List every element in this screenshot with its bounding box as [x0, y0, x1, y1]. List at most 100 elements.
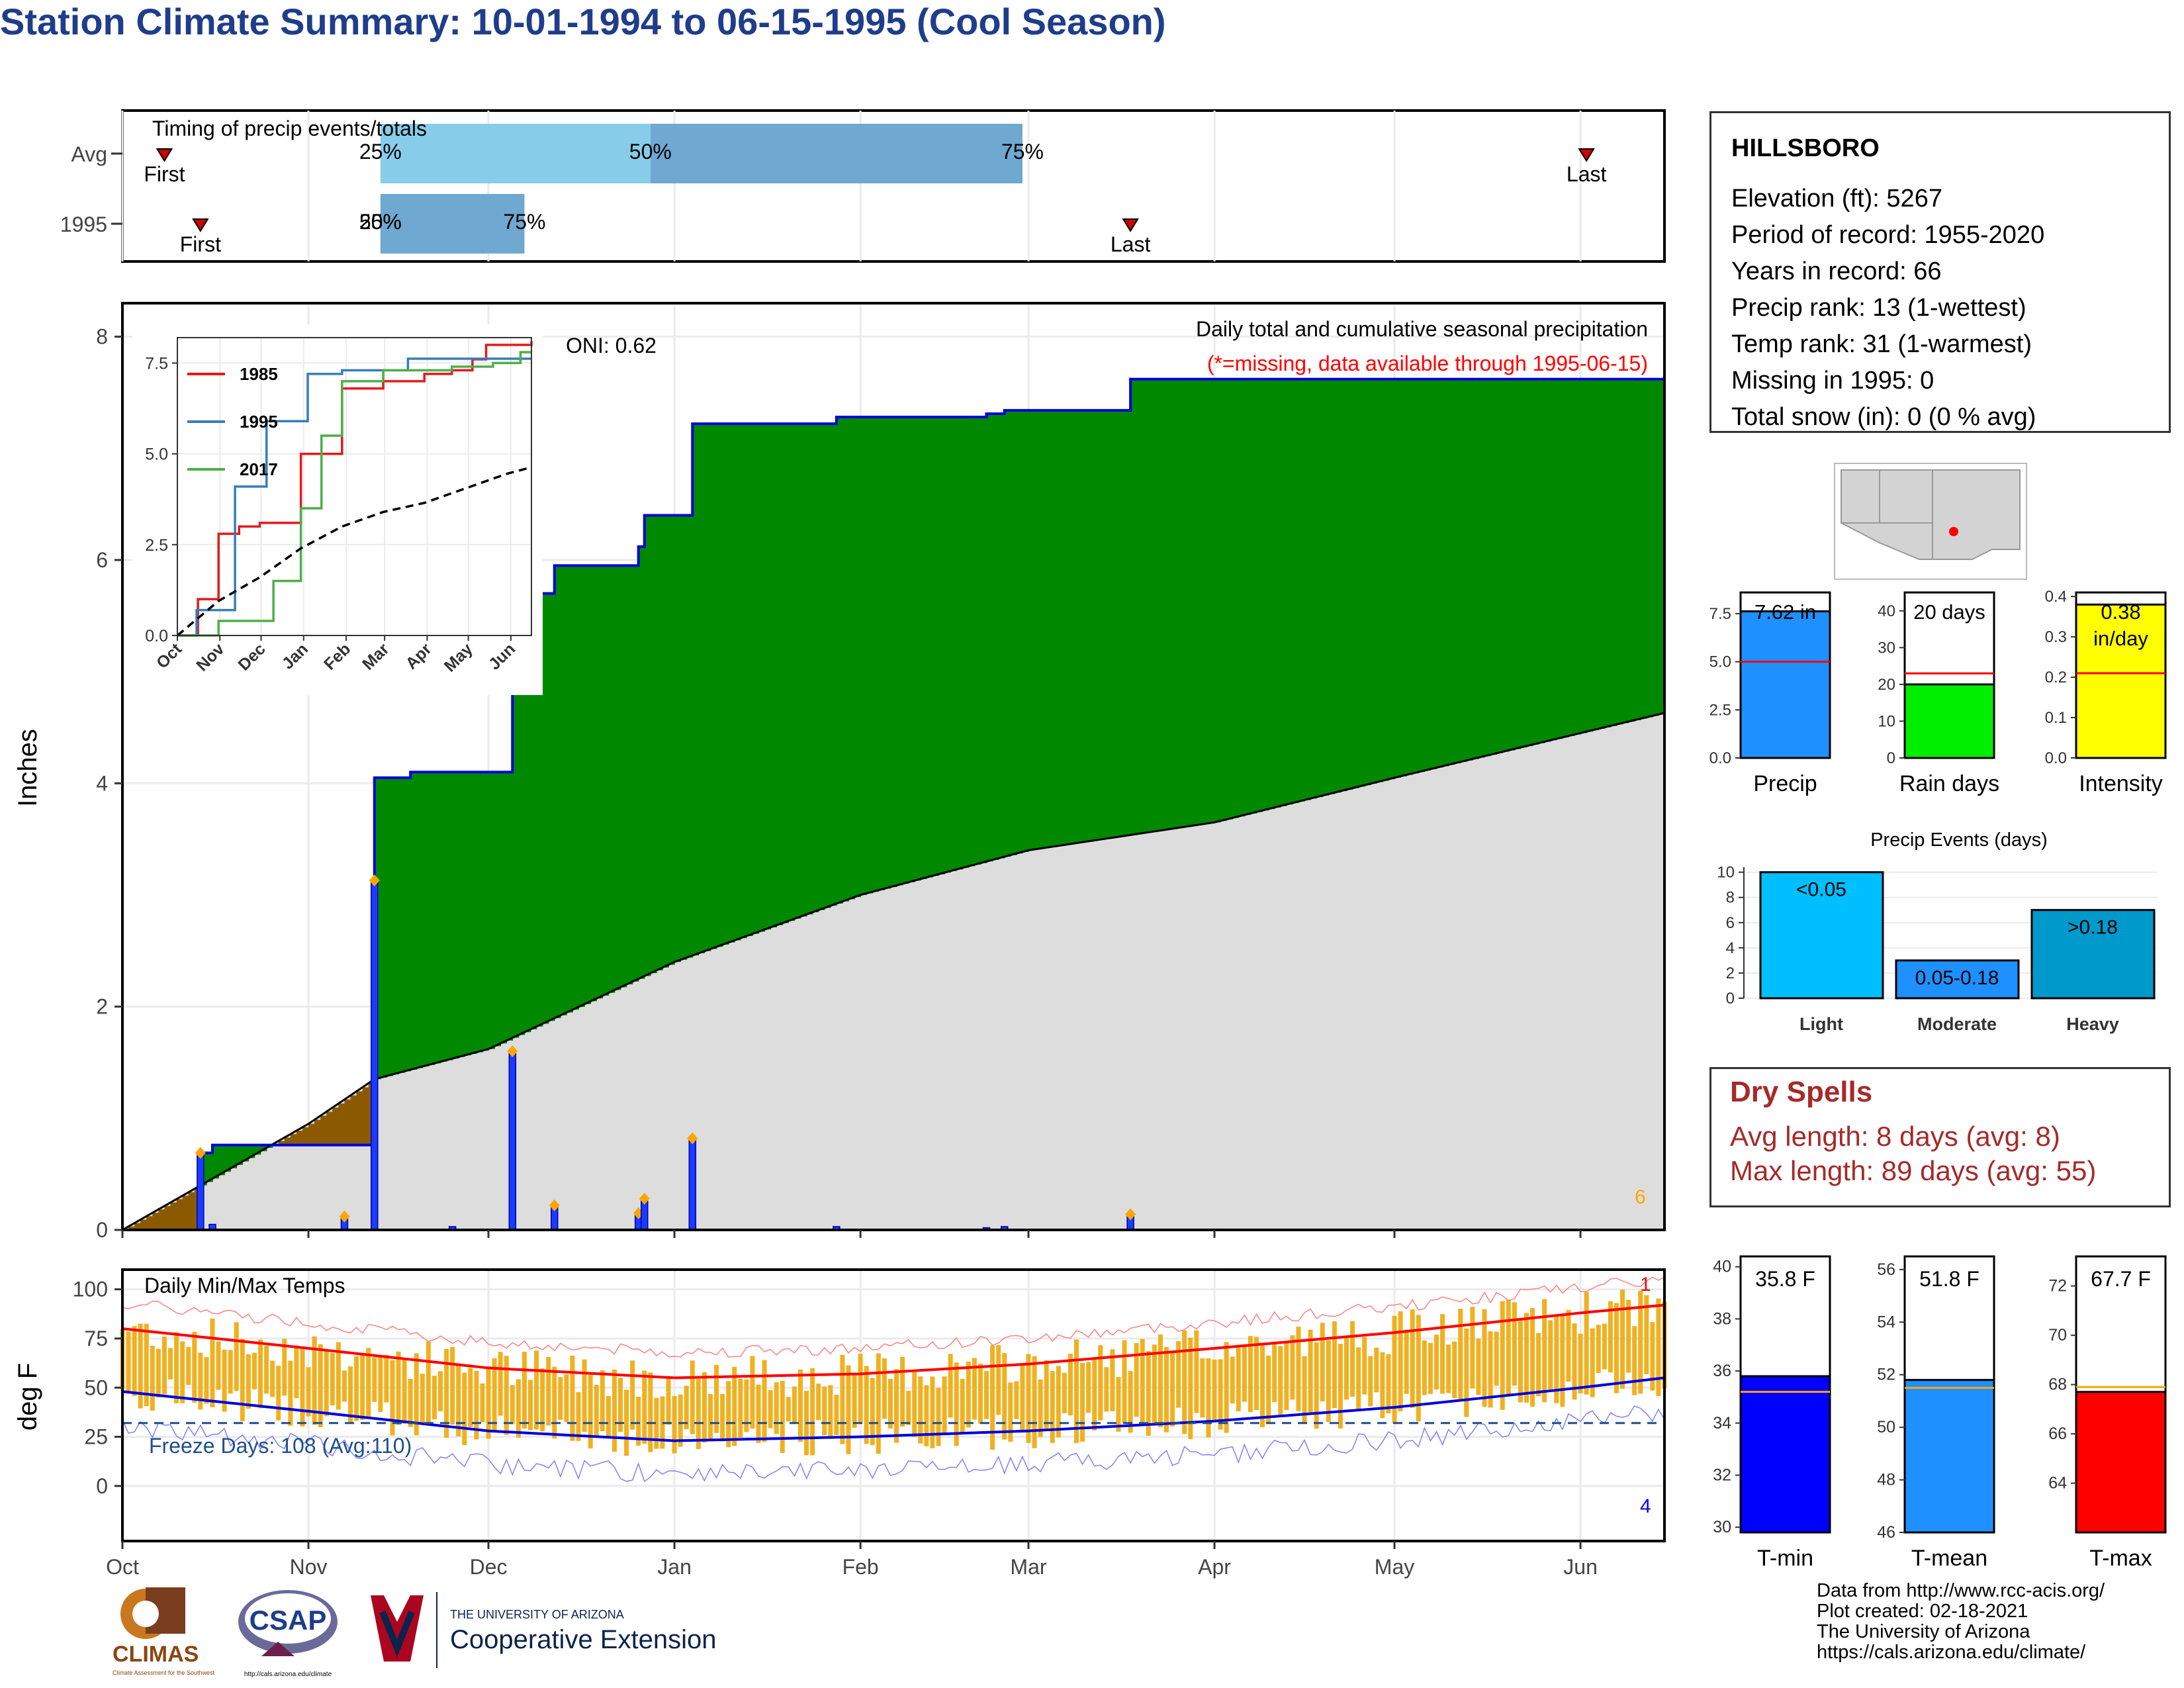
summary-ytick-1-1: 10 — [1878, 712, 1895, 730]
precip-event-label-2: >0.18 — [2068, 917, 2118, 939]
daily-precip-bar-3 — [371, 880, 379, 1231]
precip-event-ytick-4: 8 — [1726, 889, 1735, 907]
freeze-days-label: Freeze Days: 108 (Avg:110) — [149, 1434, 412, 1458]
cumulative-1995-line — [122, 377, 1664, 1231]
timing-last-label-1: Last — [1111, 232, 1151, 256]
xtick-3: Jan — [657, 1555, 692, 1579]
precip-ytick-1: 2 — [96, 995, 108, 1019]
precip-event-label-0: <0.05 — [1796, 879, 1846, 901]
precip-event-bar-heavy: >0.18 Heavy — [2030, 909, 2156, 1034]
precip-event-label-1: 0.05-0.18 — [1915, 967, 1999, 989]
station-location-marker — [1949, 527, 1958, 536]
temp-summary-ytick-2-2: 68 — [2048, 1376, 2067, 1394]
temp-y-axis-label: deg F — [13, 1363, 42, 1430]
xtick-4: Feb — [842, 1555, 879, 1579]
inset-series-3 — [176, 466, 532, 637]
precip-event-ytick-1: 2 — [1726, 964, 1735, 982]
temp-summary-ytick-1-1: 48 — [1877, 1471, 1895, 1489]
summary-ytick-1-4: 40 — [1878, 602, 1895, 620]
temp-summary-name-1: T-mean — [1911, 1546, 1987, 1571]
record-high-line — [122, 1276, 1665, 1358]
inset-ytick-3: 7.5 — [145, 354, 168, 373]
summary-ytick-2-1: 0.1 — [2045, 709, 2067, 727]
svg-text:http://cals.arizona.edu/climat: http://cals.arizona.edu/climate — [244, 1671, 332, 1678]
daily-precip-marker-8 — [639, 1192, 650, 1205]
summary-bar-name-0: Precip — [1753, 771, 1817, 796]
temp-frame — [121, 1268, 1666, 1542]
summary-ytick-1-2: 20 — [1878, 676, 1895, 694]
credits: Data from http://www.rcc-acis.org/ Plot … — [1817, 1581, 2105, 1663]
precip-event-name-0: Light — [1799, 1014, 1843, 1034]
precip-frame — [121, 302, 1666, 1231]
avg-cumulative-area — [122, 713, 1664, 1230]
precip-y-axis-label: Inches — [13, 729, 42, 807]
credit-line-university: The University of Arizona — [1817, 1621, 2030, 1642]
timing-first-marker-1 — [192, 218, 209, 232]
temp-panel-label: Daily Min/Max Temps — [144, 1274, 345, 1297]
timing-last-marker-0 — [1578, 148, 1595, 162]
dry-spells-title: Dry Spells — [1730, 1076, 1873, 1108]
summary-bar-label-0: 7.62 in — [1754, 600, 1816, 624]
temp-summary-ytick-0-0: 30 — [1713, 1518, 1731, 1536]
daily-precip-marker-9 — [687, 1132, 698, 1145]
temp-summary-ytick-1-4: 54 — [1877, 1313, 1895, 1331]
dry-spells-box: Dry Spells Avg length: 8 days (avg: 8) M… — [1709, 1067, 2171, 1207]
temp-summary-ytick-1-2: 50 — [1877, 1418, 1895, 1436]
temp-summary-ytick-0-5: 40 — [1713, 1258, 1731, 1276]
precip-event-ytick-2: 4 — [1726, 939, 1735, 957]
precip-event-ytick-0: 0 — [1726, 990, 1735, 1008]
daily-precip-marker-6 — [549, 1199, 560, 1211]
summary-ytick-0-1: 2.5 — [1709, 701, 1731, 719]
daily-precip-marker-2 — [339, 1210, 350, 1223]
summary-ytick-0-3: 7.5 — [1709, 605, 1731, 623]
temp-summary-label-0: 35.8 F — [1755, 1267, 1815, 1291]
precip-panel: 0 2 4 6 8 Daily total and cumulative seasona… — [13, 302, 1666, 1242]
station-missing: Missing in 1995: 0 — [1731, 367, 1934, 395]
temp-corner-bottom: 4 — [1640, 1495, 1651, 1517]
timing-pct50-1: 50% — [359, 210, 402, 234]
inset-ytick-1: 2.5 — [145, 536, 168, 555]
credit-line-url: https://cals.arizona.edu/climate/ — [1817, 1642, 2086, 1663]
daily-precip-marker-13 — [1125, 1208, 1136, 1221]
summary-bar-sublabel-2: in/day — [2093, 627, 2148, 650]
timing-pct50-0: 50% — [629, 140, 672, 164]
timing-first-label-1: First — [180, 232, 221, 256]
oni-label: ONI: 0.62 — [566, 334, 657, 357]
dry-avg-length: Avg length: 8 days (avg: 8) — [1730, 1121, 2060, 1152]
xtick-6: Apr — [1198, 1555, 1231, 1579]
temp-ytick-3: 75 — [84, 1327, 108, 1350]
temp-summary-ytick-0-2: 34 — [1713, 1414, 1731, 1432]
precip-header: Daily total and cumulative seasonal prec… — [1196, 317, 1648, 341]
timing-bar-50-75-0 — [650, 124, 1023, 183]
station-name: HILLSBORO — [1731, 134, 1880, 162]
precip-event-ytick-3: 6 — [1726, 914, 1735, 932]
station-precip-rank: Precip rank: 13 (1-wettest) — [1731, 294, 2026, 322]
svg-text:CLIMAS: CLIMAS — [113, 1642, 199, 1667]
svg-text:Cooperative Extension: Cooperative Extension — [450, 1625, 716, 1654]
temp-summary-ytick-0-4: 38 — [1713, 1309, 1731, 1328]
temp-summary-ytick-2-4: 72 — [2048, 1277, 2067, 1295]
precip-event-bar-light: <0.05 Light — [1759, 871, 1884, 1034]
temp-summary-ytick-0-1: 32 — [1713, 1466, 1731, 1484]
timing-pct75-1: 75% — [503, 210, 545, 234]
temp-summary-label-1: 51.8 F — [1919, 1267, 1979, 1291]
precip-ytick-3: 6 — [96, 548, 108, 572]
timing-bar-25-50-0 — [380, 124, 651, 183]
summary-ytick-2-0: 0.0 — [2045, 749, 2067, 767]
temp-summary-t-max: 67.7 F T-max 64 66 68 70 72 — [2048, 1255, 2167, 1571]
daily-precip-marker-3 — [369, 874, 380, 887]
summary-ytick-2-2: 0.2 — [2045, 669, 2067, 686]
station-years: Years in record: 66 — [1731, 258, 1942, 285]
temp-summary-ytick-1-0: 46 — [1877, 1523, 1895, 1542]
daily-precip-bar-9 — [688, 1137, 697, 1231]
xtick-1: Nov — [290, 1555, 328, 1579]
timing-first-marker-0 — [156, 148, 173, 162]
timing-last-marker-1 — [1122, 218, 1139, 232]
credit-line-data: Data from http://www.rcc-acis.org/ — [1817, 1580, 2105, 1601]
temp-summary-ytick-0-3: 36 — [1713, 1362, 1731, 1380]
xtick-0: Oct — [106, 1555, 139, 1579]
summary-bar-label-2: 0.38 — [2101, 600, 2140, 624]
